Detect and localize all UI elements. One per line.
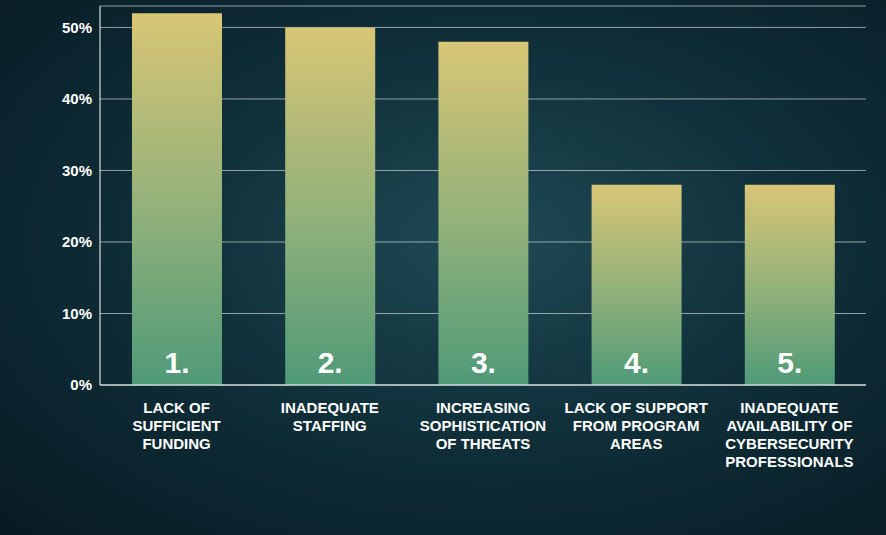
svg-text:2.: 2.	[318, 346, 343, 379]
svg-text:INADEQUATESTAFFING: INADEQUATESTAFFING	[281, 399, 379, 434]
svg-text:LACK OFSUFFICIENTFUNDING: LACK OFSUFFICIENTFUNDING	[132, 399, 220, 452]
svg-text:10%: 10%	[62, 305, 92, 322]
svg-text:5.: 5.	[777, 346, 802, 379]
svg-text:4.: 4.	[624, 346, 649, 379]
svg-text:INADEQUATEAVAILABILITY OFCYBER: INADEQUATEAVAILABILITY OFCYBERSECURITYPR…	[725, 399, 853, 470]
svg-text:INCREASINGSOPHISTICATIONOF THR: INCREASINGSOPHISTICATIONOF THREATS	[420, 399, 546, 452]
svg-text:30%: 30%	[62, 162, 92, 179]
svg-text:40%: 40%	[62, 90, 92, 107]
svg-text:50%: 50%	[62, 19, 92, 36]
svg-text:20%: 20%	[62, 233, 92, 250]
svg-text:1.: 1.	[164, 346, 189, 379]
svg-text:0%: 0%	[70, 376, 92, 393]
svg-text:LACK OF SUPPORTFROM PROGRAMARE: LACK OF SUPPORTFROM PROGRAMAREAS	[565, 399, 708, 452]
svg-text:3.: 3.	[471, 346, 496, 379]
